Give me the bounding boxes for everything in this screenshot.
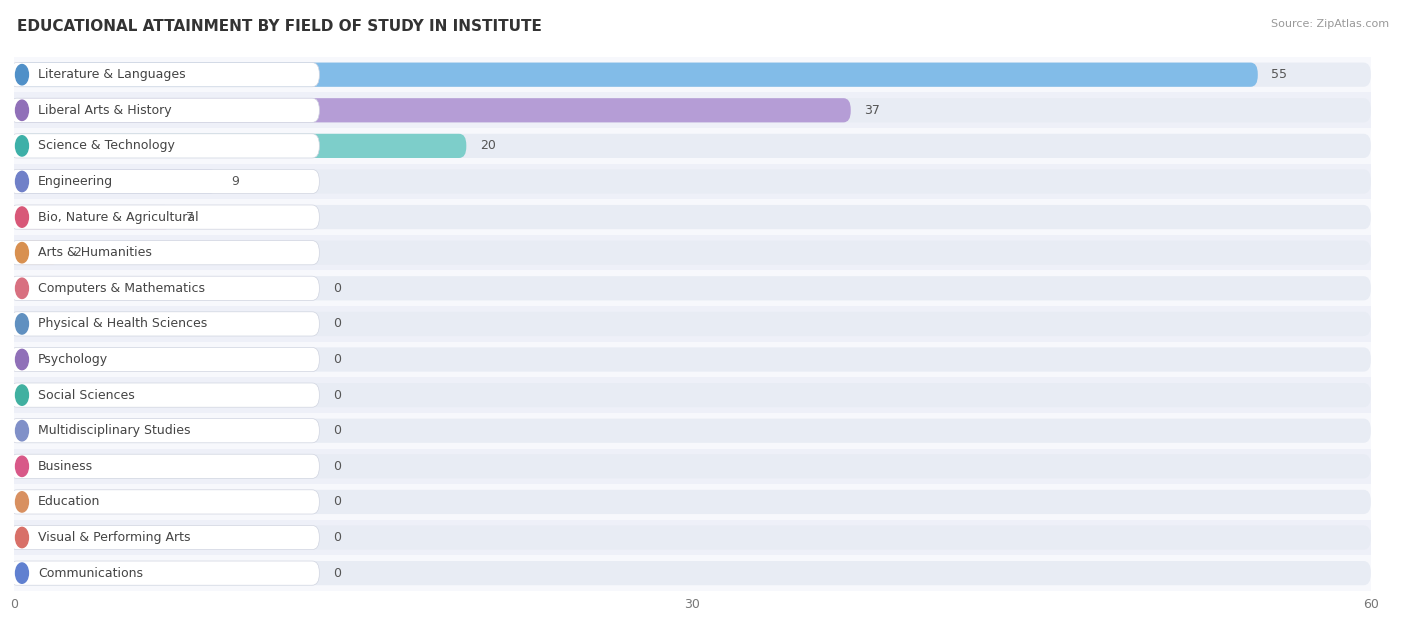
Text: Multidisciplinary Studies: Multidisciplinary Studies	[38, 424, 190, 437]
Text: EDUCATIONAL ATTAINMENT BY FIELD OF STUDY IN INSTITUTE: EDUCATIONAL ATTAINMENT BY FIELD OF STUDY…	[17, 19, 541, 34]
Bar	[14, 449, 1371, 484]
Bar	[14, 199, 1371, 235]
Circle shape	[15, 313, 28, 334]
Text: 0: 0	[333, 531, 340, 544]
Bar	[14, 235, 1371, 270]
FancyBboxPatch shape	[14, 169, 1371, 193]
FancyBboxPatch shape	[14, 490, 1371, 514]
Text: 20: 20	[479, 140, 496, 152]
FancyBboxPatch shape	[14, 454, 1371, 478]
Text: 0: 0	[333, 424, 340, 437]
Bar	[14, 556, 1371, 591]
Circle shape	[15, 385, 28, 405]
FancyBboxPatch shape	[14, 205, 1371, 229]
FancyBboxPatch shape	[10, 418, 319, 443]
Text: Business: Business	[38, 460, 93, 473]
Bar	[14, 128, 1371, 164]
FancyBboxPatch shape	[10, 63, 319, 87]
FancyBboxPatch shape	[10, 241, 319, 265]
Bar	[14, 270, 1371, 306]
Bar	[14, 377, 1371, 413]
Text: 2: 2	[73, 246, 80, 259]
FancyBboxPatch shape	[14, 383, 1371, 407]
Circle shape	[15, 100, 28, 121]
Circle shape	[15, 492, 28, 512]
FancyBboxPatch shape	[10, 169, 319, 193]
Text: 0: 0	[333, 282, 340, 295]
FancyBboxPatch shape	[14, 205, 173, 229]
Circle shape	[15, 207, 28, 228]
Circle shape	[15, 243, 28, 263]
FancyBboxPatch shape	[10, 312, 319, 336]
Bar	[14, 306, 1371, 342]
Text: Engineering: Engineering	[38, 175, 112, 188]
FancyBboxPatch shape	[10, 134, 319, 158]
Text: Bio, Nature & Agricultural: Bio, Nature & Agricultural	[38, 210, 198, 224]
Text: 0: 0	[333, 460, 340, 473]
Circle shape	[15, 171, 28, 191]
Text: 7: 7	[186, 210, 194, 224]
FancyBboxPatch shape	[14, 312, 1371, 336]
Text: Liberal Arts & History: Liberal Arts & History	[38, 104, 172, 117]
FancyBboxPatch shape	[14, 241, 59, 265]
FancyBboxPatch shape	[14, 525, 1371, 550]
FancyBboxPatch shape	[14, 348, 1371, 372]
Text: 9: 9	[231, 175, 239, 188]
Circle shape	[15, 563, 28, 583]
Text: 0: 0	[333, 317, 340, 331]
Circle shape	[15, 349, 28, 370]
Bar	[14, 484, 1371, 520]
FancyBboxPatch shape	[10, 525, 319, 550]
FancyBboxPatch shape	[14, 241, 1371, 265]
Text: Education: Education	[38, 495, 100, 508]
Bar	[14, 520, 1371, 556]
FancyBboxPatch shape	[10, 490, 319, 514]
Text: 0: 0	[333, 567, 340, 580]
Text: 0: 0	[333, 353, 340, 366]
Text: Social Sciences: Social Sciences	[38, 389, 135, 401]
Circle shape	[15, 456, 28, 477]
FancyBboxPatch shape	[14, 63, 1258, 87]
Text: Source: ZipAtlas.com: Source: ZipAtlas.com	[1271, 19, 1389, 29]
Bar	[14, 413, 1371, 449]
Bar	[14, 164, 1371, 199]
FancyBboxPatch shape	[14, 134, 1371, 158]
Circle shape	[15, 278, 28, 298]
Text: Communications: Communications	[38, 567, 143, 580]
FancyBboxPatch shape	[14, 134, 467, 158]
Text: Arts & Humanities: Arts & Humanities	[38, 246, 152, 259]
Text: Physical & Health Sciences: Physical & Health Sciences	[38, 317, 207, 331]
Text: 0: 0	[333, 495, 340, 508]
FancyBboxPatch shape	[14, 63, 1371, 87]
FancyBboxPatch shape	[14, 169, 218, 193]
FancyBboxPatch shape	[10, 276, 319, 300]
Text: 37: 37	[865, 104, 880, 117]
Text: 55: 55	[1271, 68, 1288, 81]
FancyBboxPatch shape	[14, 276, 1371, 300]
FancyBboxPatch shape	[10, 348, 319, 372]
Text: 0: 0	[333, 389, 340, 401]
FancyBboxPatch shape	[10, 454, 319, 478]
Text: Literature & Languages: Literature & Languages	[38, 68, 186, 81]
Bar	[14, 92, 1371, 128]
Text: Computers & Mathematics: Computers & Mathematics	[38, 282, 205, 295]
Text: Science & Technology: Science & Technology	[38, 140, 174, 152]
FancyBboxPatch shape	[10, 561, 319, 585]
FancyBboxPatch shape	[10, 383, 319, 407]
Circle shape	[15, 136, 28, 156]
FancyBboxPatch shape	[14, 98, 851, 123]
Bar	[14, 342, 1371, 377]
FancyBboxPatch shape	[10, 205, 319, 229]
Bar	[14, 57, 1371, 92]
Circle shape	[15, 420, 28, 441]
Text: Psychology: Psychology	[38, 353, 108, 366]
FancyBboxPatch shape	[14, 561, 1371, 585]
Circle shape	[15, 527, 28, 548]
FancyBboxPatch shape	[14, 98, 1371, 123]
Circle shape	[15, 64, 28, 85]
FancyBboxPatch shape	[10, 98, 319, 123]
FancyBboxPatch shape	[14, 418, 1371, 443]
Text: Visual & Performing Arts: Visual & Performing Arts	[38, 531, 190, 544]
